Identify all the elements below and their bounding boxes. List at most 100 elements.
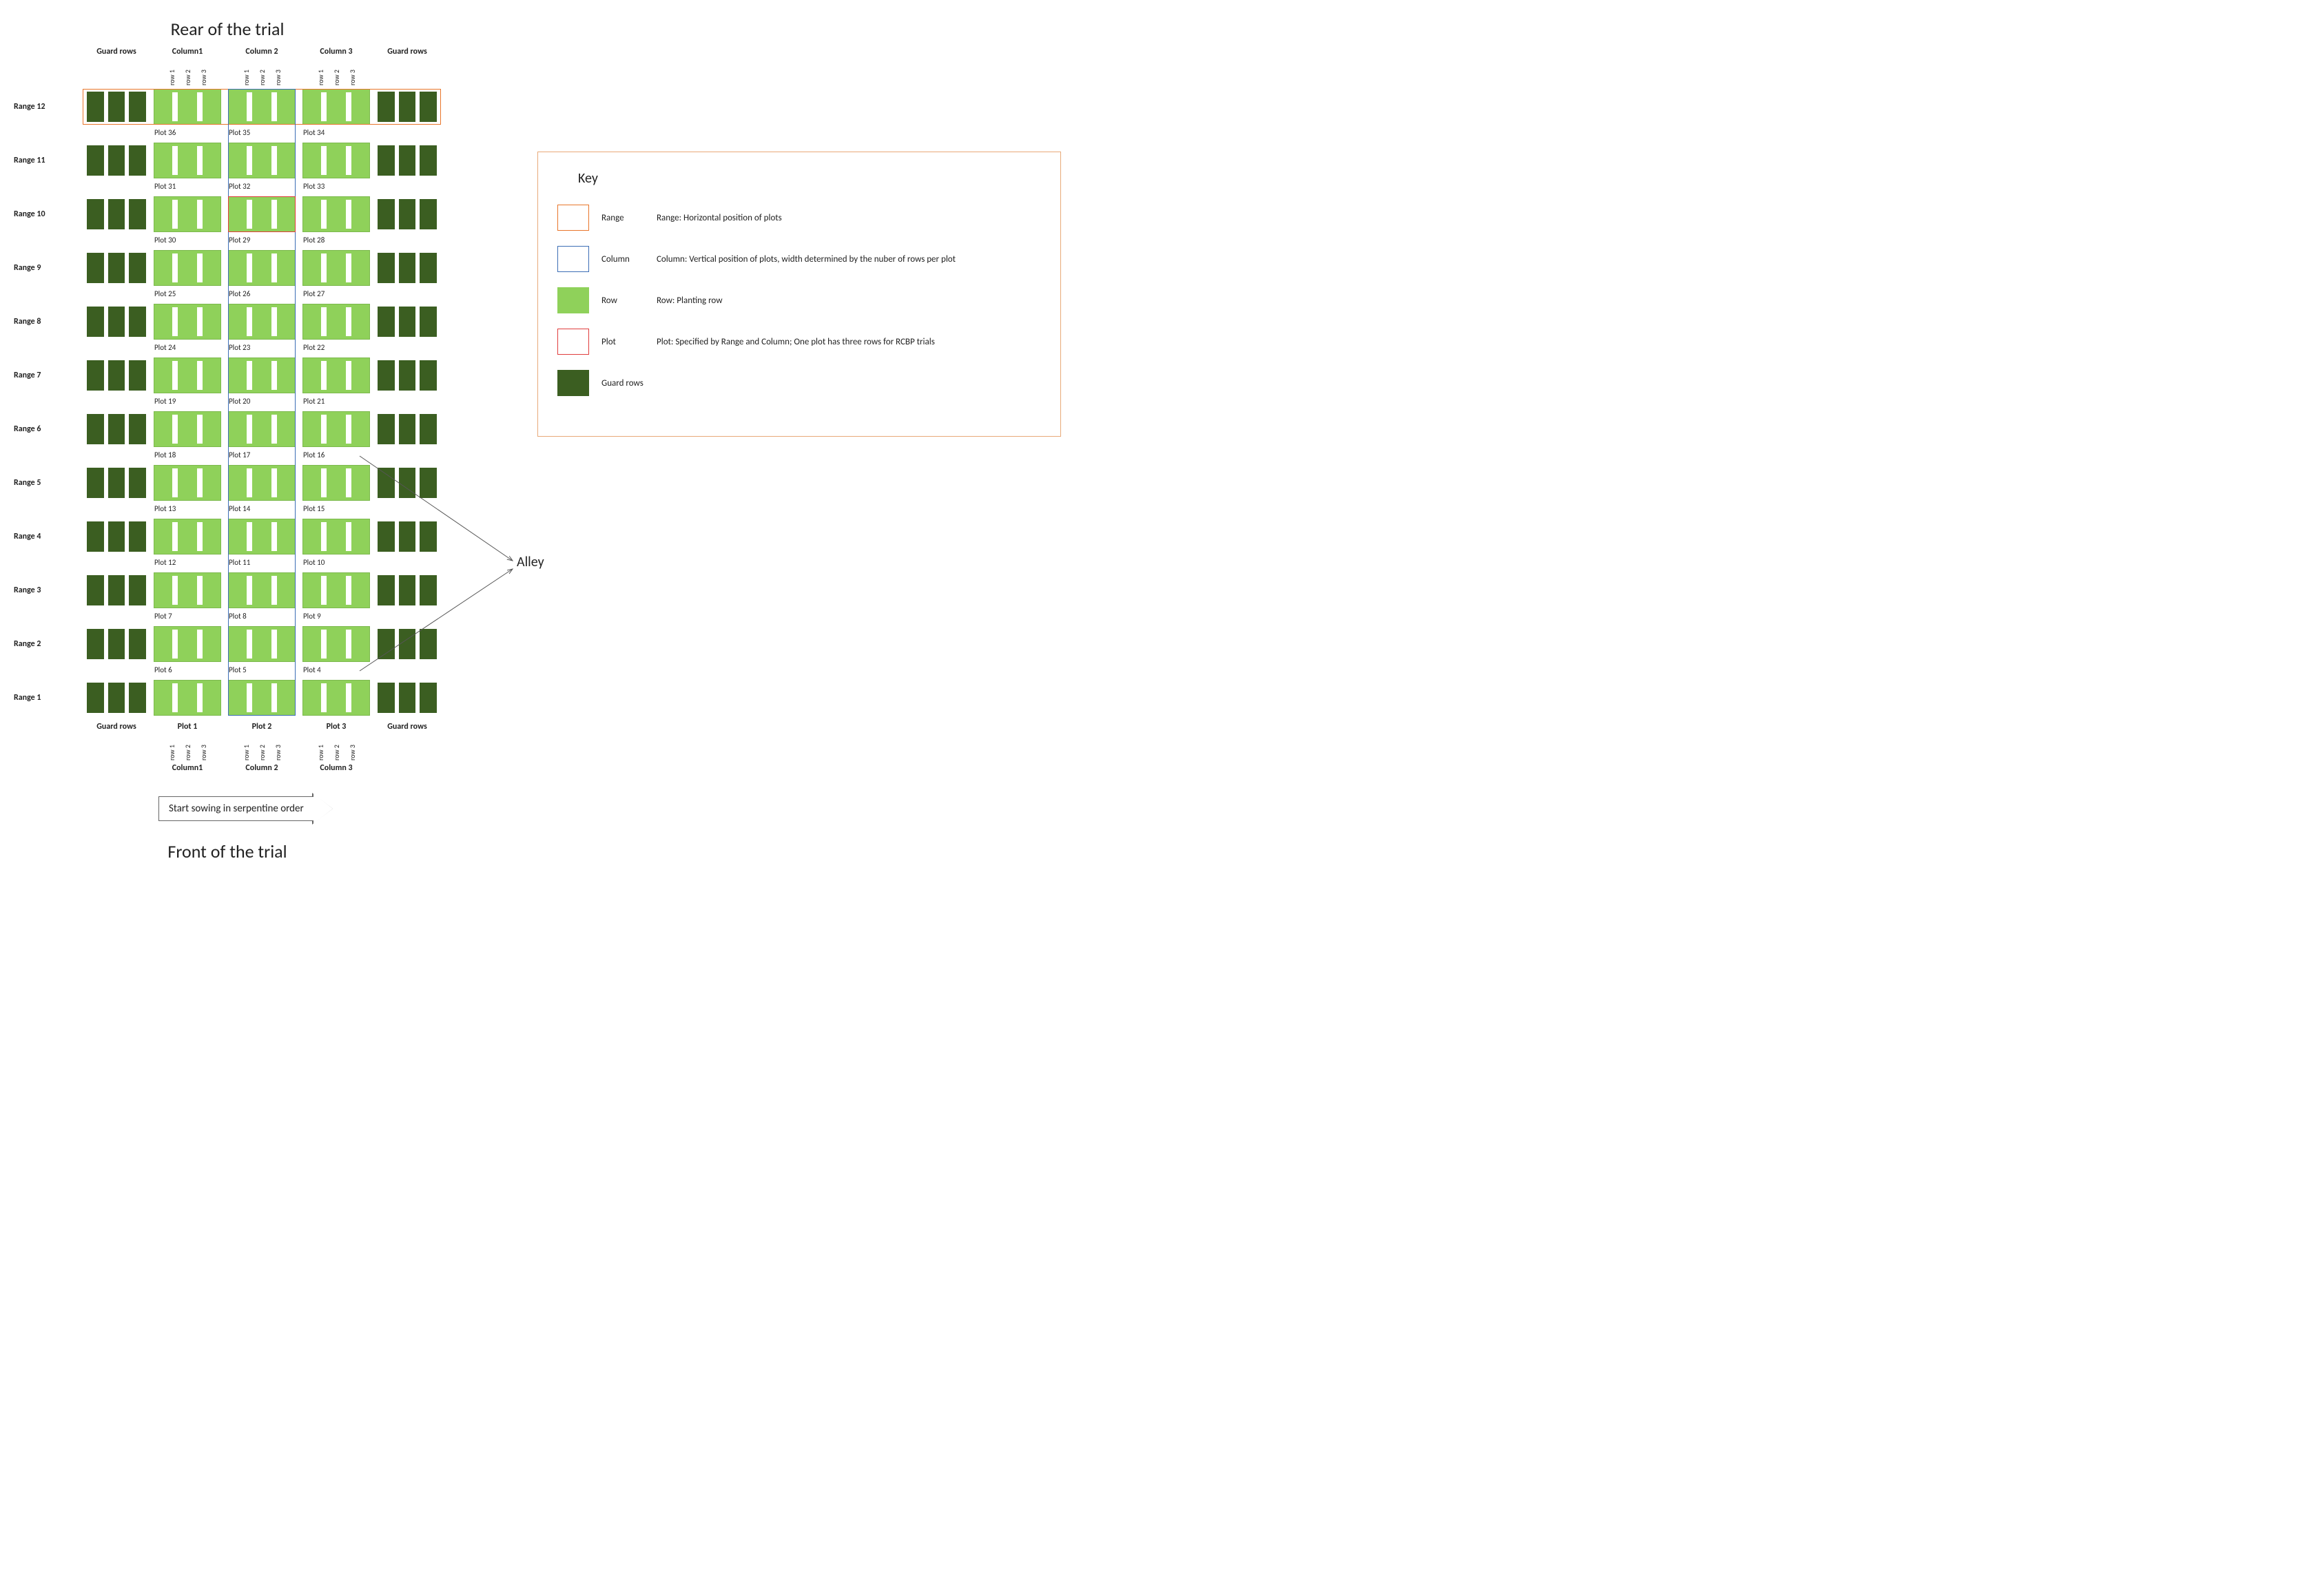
key-title: Key bbox=[578, 170, 1041, 187]
guard-cell-right bbox=[373, 572, 441, 608]
key-item-name: Column bbox=[601, 254, 657, 265]
key-swatch-column bbox=[557, 246, 589, 272]
plot-cell bbox=[299, 626, 373, 662]
key-swatch-plot bbox=[557, 329, 589, 355]
plot-label: Plot 7 bbox=[150, 612, 225, 623]
plot-cell bbox=[225, 572, 299, 608]
range-row: Range 5 bbox=[14, 462, 441, 504]
title-rear: Rear of the trial bbox=[14, 18, 441, 40]
plot-cell bbox=[299, 680, 373, 716]
plot-label: Plot 25 bbox=[150, 289, 225, 300]
guard-header-left: Guard rows bbox=[83, 47, 150, 56]
row-label: row 1 bbox=[242, 745, 251, 760]
plot-label: Plot 26 bbox=[225, 289, 299, 300]
plot-cell bbox=[150, 411, 225, 447]
plot-label: Plot 10 bbox=[299, 558, 373, 569]
row-label: row 2 bbox=[332, 70, 341, 85]
plot-label: Plot 17 bbox=[225, 450, 299, 462]
plot-label: Plot 23 bbox=[225, 343, 299, 354]
plot-cell bbox=[150, 465, 225, 501]
guard-cell-right bbox=[373, 304, 441, 340]
row-label: row 1 bbox=[167, 70, 176, 85]
key-item-name: Guard rows bbox=[601, 378, 657, 388]
row-label: row 2 bbox=[258, 745, 267, 760]
column-headers: Guard rowsColumn1Column 2Column 3Guard r… bbox=[83, 47, 441, 56]
row-label: row 2 bbox=[332, 745, 341, 760]
guard-cell-right bbox=[373, 411, 441, 447]
bottom-column-label: Column1 bbox=[150, 763, 225, 773]
row-label: row 2 bbox=[258, 70, 267, 85]
plot-grid: Range 12Plot 36Plot 35Plot 34Range 11Plo… bbox=[14, 85, 441, 719]
range-label: Range 11 bbox=[14, 156, 83, 165]
guard-cell-left bbox=[83, 250, 150, 286]
plot-label: Plot 24 bbox=[150, 343, 225, 354]
plot-label: Plot 11 bbox=[225, 558, 299, 569]
row-label: row 1 bbox=[242, 70, 251, 85]
plot-cell bbox=[150, 357, 225, 393]
key-swatch-range bbox=[557, 205, 589, 231]
plot-cell bbox=[299, 250, 373, 286]
plot-cell bbox=[150, 519, 225, 555]
guard-footer-right: Guard rows bbox=[373, 722, 441, 732]
plot-label: Plot 4 bbox=[299, 665, 373, 676]
plot-label-row: Plot 24Plot 23Plot 22 bbox=[83, 343, 441, 354]
plot-cell bbox=[225, 519, 299, 555]
plot-cell bbox=[299, 196, 373, 232]
range-label: Range 7 bbox=[14, 371, 83, 380]
plot-cell bbox=[299, 143, 373, 178]
key-box: Key RangeRange: Horizontal position of p… bbox=[537, 152, 1061, 437]
guard-cell-right bbox=[373, 519, 441, 555]
plot-cell bbox=[299, 304, 373, 340]
trial-layout: Rear of the trial Guard rowsColumn1Colum… bbox=[14, 14, 441, 869]
row-label: row 3 bbox=[274, 745, 282, 760]
key-item-desc: Column: Vertical position of plots, widt… bbox=[657, 254, 956, 265]
plot-label-row: Plot 30Plot 29Plot 28 bbox=[83, 236, 441, 247]
row-label: row 1 bbox=[316, 745, 325, 760]
plot-cell bbox=[225, 680, 299, 716]
plot-cell bbox=[225, 304, 299, 340]
bottom-column-label: Column 2 bbox=[225, 763, 299, 773]
key-item-desc: Plot: Specified by Range and Column; One… bbox=[657, 337, 935, 347]
plot-cell bbox=[299, 465, 373, 501]
key-item-desc: Row: Planting row bbox=[657, 296, 723, 306]
plot-cell bbox=[225, 626, 299, 662]
guard-cell-left bbox=[83, 572, 150, 608]
plot-label: Plot 14 bbox=[225, 504, 299, 515]
key-row: RangeRange: Horizontal position of plots bbox=[557, 205, 1041, 231]
plot-label: Plot 5 bbox=[225, 665, 299, 676]
bottom-plot-label: Plot 2 bbox=[225, 722, 299, 732]
key-item-name: Range bbox=[601, 213, 657, 223]
bottom-plot-label: Plot 1 bbox=[150, 722, 225, 732]
range-row: Range 11 bbox=[14, 139, 441, 182]
plot-label: Plot 16 bbox=[299, 450, 373, 462]
column-header-2: Column 2 bbox=[225, 47, 299, 56]
key-item-name: Plot bbox=[601, 337, 657, 347]
plot-cell bbox=[150, 196, 225, 232]
row-headers-top: row 1row 2row 3row 1row 2row 3row 1row 2… bbox=[83, 56, 441, 85]
range-label: Range 5 bbox=[14, 478, 83, 488]
plot-label-row: Plot 36Plot 35Plot 34 bbox=[83, 128, 441, 139]
row-label: row 3 bbox=[348, 70, 357, 85]
column-header-1: Column1 bbox=[150, 47, 225, 56]
plot-label-row: Plot 7Plot 8Plot 9 bbox=[83, 612, 441, 623]
plot-label: Plot 32 bbox=[225, 182, 299, 193]
plot-cell bbox=[299, 357, 373, 393]
range-label: Range 1 bbox=[14, 693, 83, 703]
title-front: Front of the trial bbox=[14, 840, 441, 862]
range-row: Range 1 bbox=[14, 676, 441, 719]
plot-label: Plot 27 bbox=[299, 289, 373, 300]
plot-label: Plot 34 bbox=[299, 128, 373, 139]
plot-label: Plot 31 bbox=[150, 182, 225, 193]
key-row: ColumnColumn: Vertical position of plots… bbox=[557, 246, 1041, 272]
plot-label-row: Plot 31Plot 32Plot 33 bbox=[83, 182, 441, 193]
plot-cell bbox=[150, 250, 225, 286]
plot-cell bbox=[225, 357, 299, 393]
range-label: Range 2 bbox=[14, 639, 83, 649]
plot-label: Plot 28 bbox=[299, 236, 373, 247]
plot-label: Plot 29 bbox=[225, 236, 299, 247]
plot-cell bbox=[225, 196, 299, 232]
guard-cell-left bbox=[83, 465, 150, 501]
range-row: Range 2 bbox=[14, 623, 441, 665]
plot-cell bbox=[299, 519, 373, 555]
plot-cell bbox=[225, 89, 299, 125]
